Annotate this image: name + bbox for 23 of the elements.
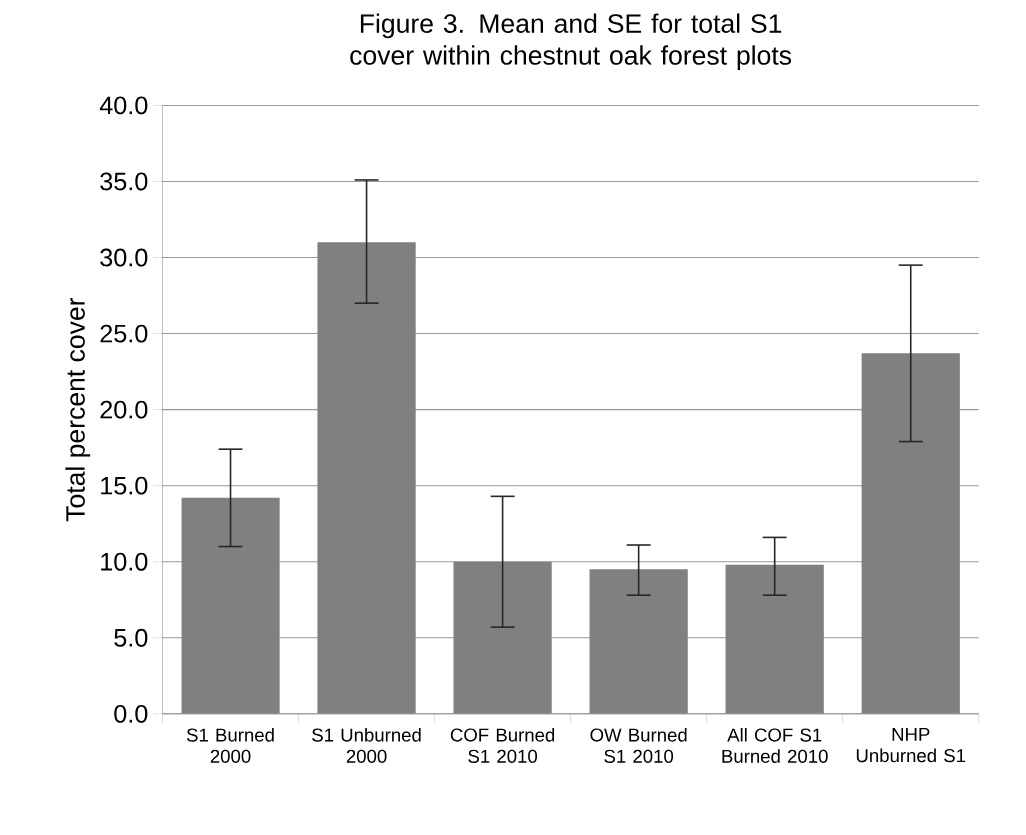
bar	[181, 497, 280, 714]
bar	[453, 561, 552, 714]
y-axis-title: Total percent cover	[65, 298, 91, 522]
y-tick-label: 15.0	[101, 476, 148, 495]
y-tick-label: 40.0	[99, 96, 148, 115]
x-tick-label: S1 Burned 2000	[186, 728, 274, 763]
y-tick-label: 20.0	[100, 400, 148, 419]
y-tick-label: 5.0	[114, 628, 148, 647]
y-tick-label: 35.0	[100, 172, 148, 191]
x-tick-label: COF Burned S1 2010	[450, 728, 555, 763]
bar	[725, 564, 824, 714]
x-tick-label: S1 Unburned 2000	[312, 728, 421, 763]
x-tick-label: OW Burned S1 2010	[590, 728, 687, 763]
y-tick-label: 25.0	[100, 324, 148, 343]
y-tick-label: 10.0	[101, 552, 148, 571]
bar	[589, 569, 688, 714]
y-tick-label: 30.0	[100, 248, 148, 267]
x-tick-label: All COF S1 Burned 2010	[722, 728, 828, 763]
bar	[861, 353, 960, 714]
chart-title: Figure 3. Mean and SE for total S1 cover within chestnut oak forest plots	[350, 13, 792, 71]
y-tick-label: 0.0	[114, 705, 148, 723]
bar	[317, 242, 416, 714]
x-tick-label: NHP Unburned S1	[856, 728, 966, 763]
